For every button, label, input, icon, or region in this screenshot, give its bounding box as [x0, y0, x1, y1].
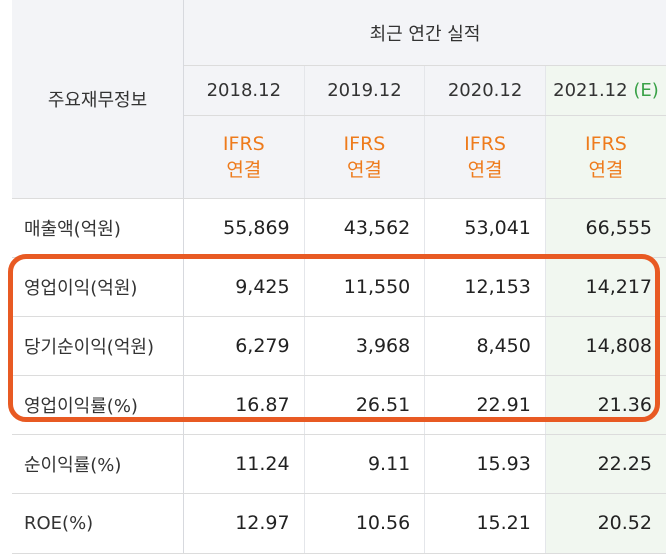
cell-value: 15.21 — [424, 493, 546, 554]
cell-value: 9.11 — [303, 434, 425, 494]
row-label[interactable]: ROE(%) — [12, 493, 184, 554]
cell-value: 12,153 — [424, 257, 546, 317]
cell-value: 11.24 — [183, 434, 305, 494]
row-label[interactable]: 매출액(억원) — [12, 198, 184, 258]
cell-value: 22.91 — [424, 375, 546, 435]
cell-value: 21.36 — [544, 375, 666, 435]
ifrs-basis-2019: IFRS 연결 — [303, 115, 425, 199]
ifrs-basis-2021: IFRS 연결 — [544, 115, 666, 199]
row-label[interactable]: 영업이익률(%) — [12, 375, 184, 435]
table-row-revenue: 매출액(억원) 55,869 43,562 53,041 66,555 — [12, 198, 666, 258]
cell-value: 12.97 — [183, 493, 305, 554]
row-label[interactable]: 영업이익(억원) — [12, 257, 184, 317]
ifrs-basis-2020: IFRS 연결 — [424, 115, 546, 199]
table-row-operating-profit: 영업이익(억원) 9,425 11,550 12,153 14,217 — [12, 257, 666, 317]
year-header-2019[interactable]: 2019.12 — [303, 65, 425, 116]
cell-value: 26.51 — [303, 375, 425, 435]
table-row-roe: ROE(%) 12.97 10.56 15.21 20.52 — [12, 493, 666, 554]
cell-value: 11,550 — [303, 257, 425, 317]
cell-value: 22.25 — [544, 434, 666, 494]
ifrs-basis-2018: IFRS 연결 — [183, 115, 305, 199]
cell-value: 55,869 — [183, 198, 305, 258]
table-row-net-margin: 순이익률(%) 11.24 9.11 15.93 22.25 — [12, 434, 666, 494]
row-label[interactable]: 당기순이익(억원) — [12, 316, 184, 376]
table-row-net-income: 당기순이익(억원) 6,279 3,968 8,450 14,808 — [12, 316, 666, 376]
cell-value: 15.93 — [424, 434, 546, 494]
year-header-2020[interactable]: 2020.12 — [424, 65, 546, 116]
cell-value: 9,425 — [183, 257, 305, 317]
cell-value: 14,217 — [544, 257, 666, 317]
cell-value: 6,279 — [183, 316, 305, 376]
cell-value: 10.56 — [303, 493, 425, 554]
cell-value: 20.52 — [544, 493, 666, 554]
financial-summary-table: 주요재무정보 최근 연간 실적 2018.12 2019.12 2020.12 … — [12, 0, 666, 554]
annual-results-title: 최근 연간 실적 — [183, 0, 666, 66]
table-row-operating-margin: 영업이익률(%) 16.87 26.51 22.91 21.36 — [12, 375, 666, 435]
cell-value: 16.87 — [183, 375, 305, 435]
year-header-2021-estimate[interactable]: 2021.12 (E) — [544, 65, 666, 116]
cell-value: 66,555 — [544, 198, 666, 258]
cell-value: 3,968 — [303, 316, 425, 376]
cell-value: 53,041 — [424, 198, 546, 258]
estimate-marker: (E) — [633, 80, 659, 101]
cell-value: 8,450 — [424, 316, 546, 376]
row-label[interactable]: 순이익률(%) — [12, 434, 184, 494]
section-label: 주요재무정보 — [12, 0, 184, 199]
year-header-2018[interactable]: 2018.12 — [183, 65, 305, 116]
cell-value: 43,562 — [303, 198, 425, 258]
cell-value: 14,808 — [544, 316, 666, 376]
